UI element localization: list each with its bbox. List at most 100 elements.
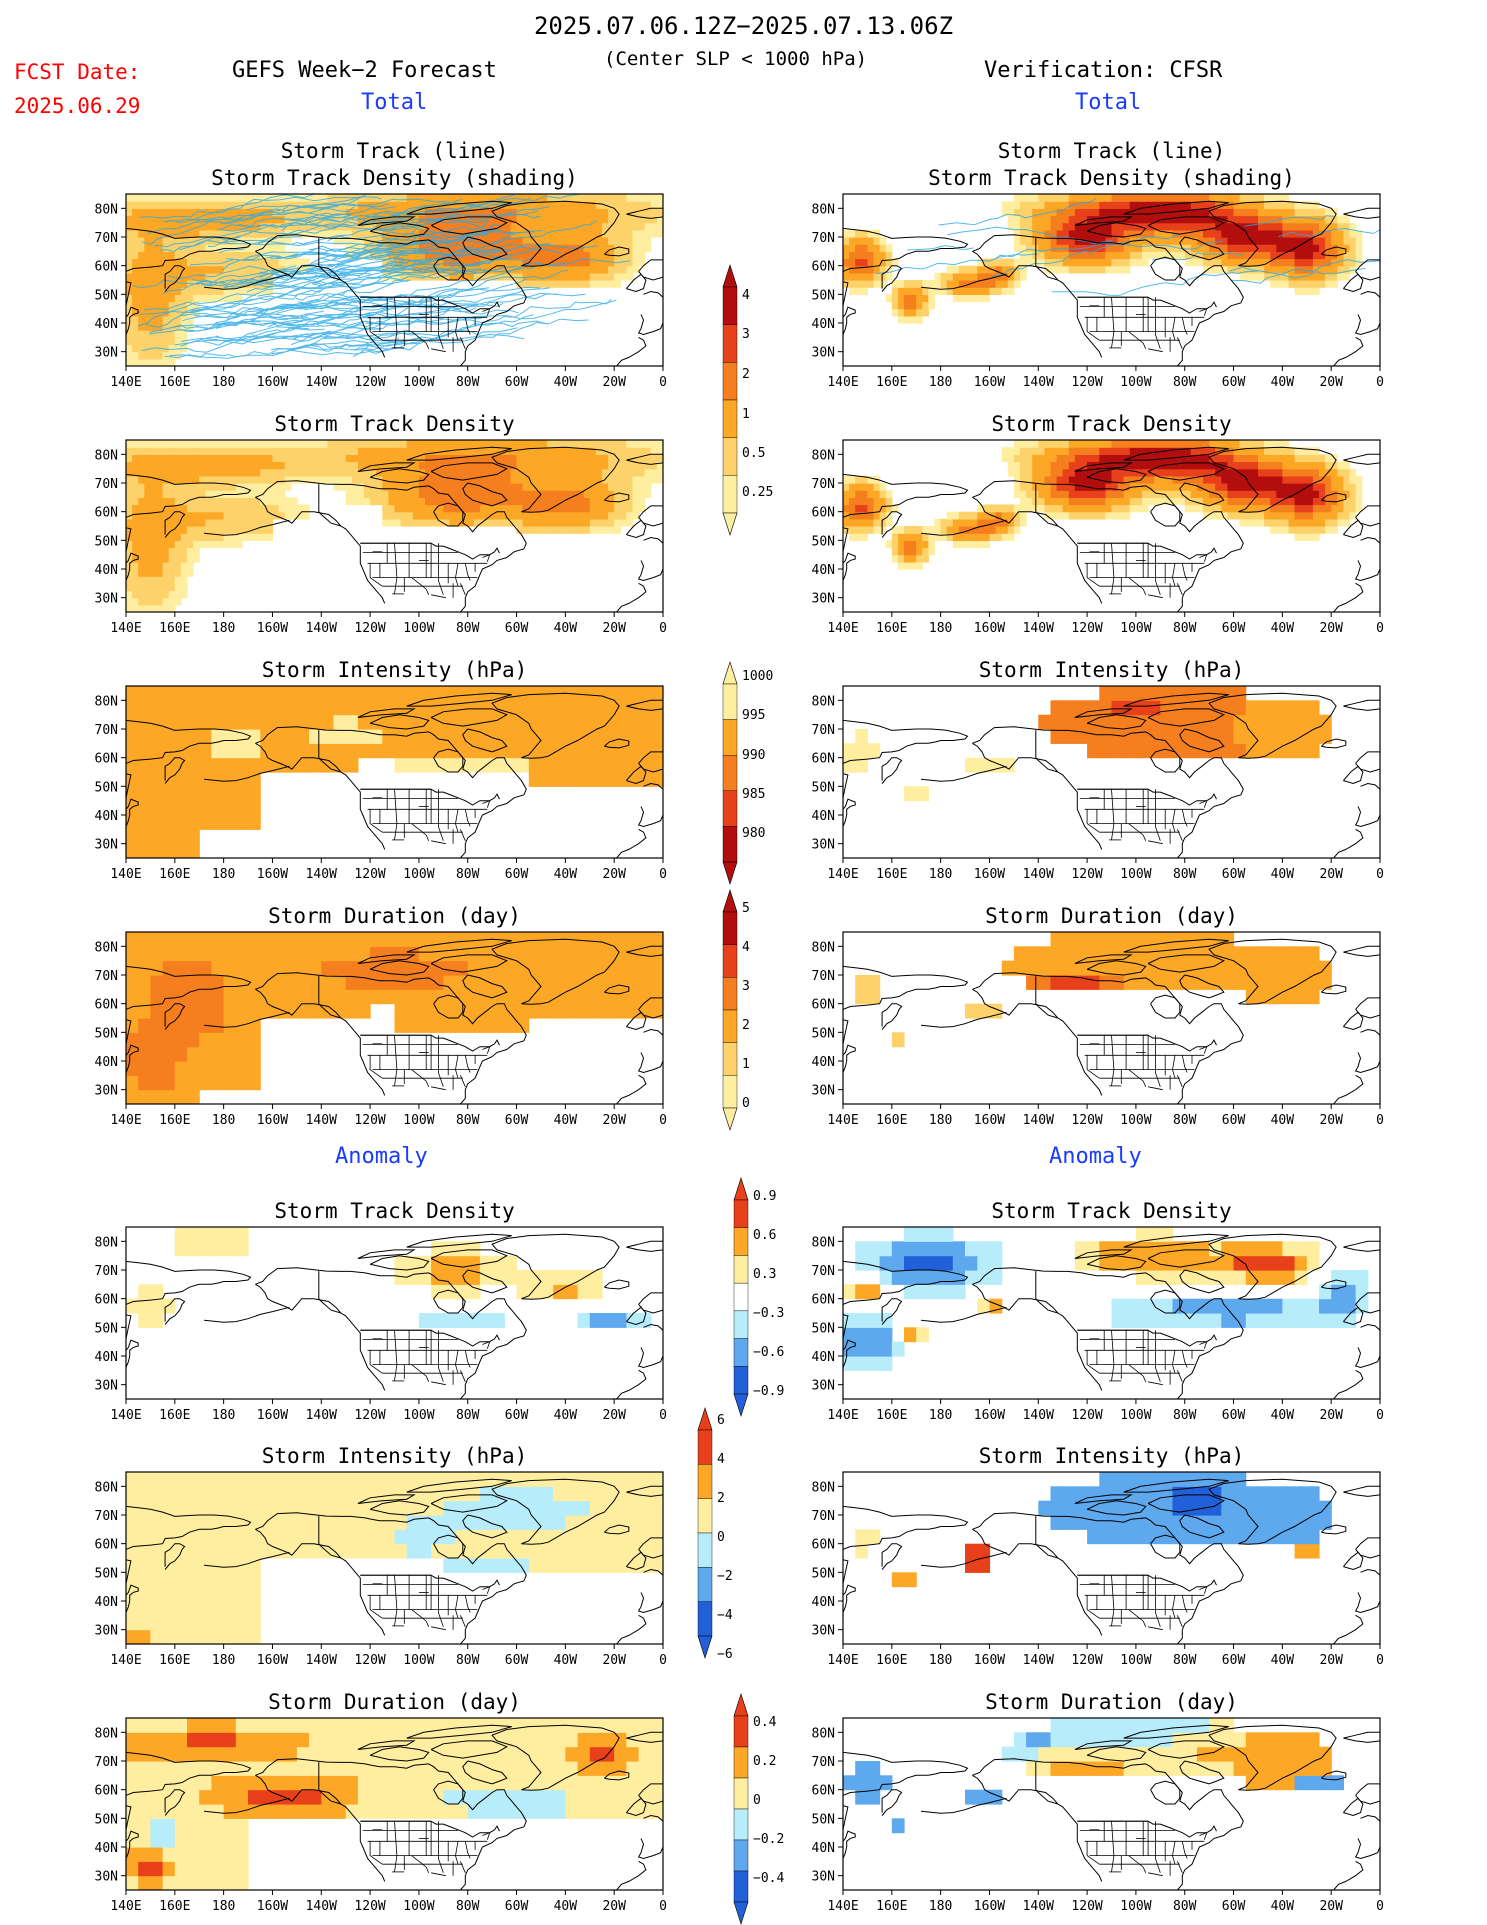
field-cell [843,490,850,498]
field-cell [1099,454,1106,463]
field-cell [583,258,591,267]
field-cell [180,294,188,303]
y-tick-label: 40N [812,563,835,578]
field-cell [486,454,493,463]
field-cell [156,490,164,498]
field-cell [455,757,469,773]
field-cell [1221,686,1235,701]
field-cell [1276,475,1283,484]
field-cell [1154,483,1161,491]
field-cell [632,229,640,238]
field-cell [1020,504,1027,513]
field-cell [547,244,554,252]
field-cell [952,265,960,274]
field-cell [644,201,652,209]
field-cell [977,511,984,520]
field-cell [254,497,261,506]
field-cell [922,294,929,303]
field-cell [223,294,231,303]
field-cell [1044,244,1052,252]
field-cell [126,447,133,455]
field-cell [272,447,280,455]
field-cell [1325,272,1332,281]
field-cell [1264,518,1271,527]
field-cell [977,280,984,288]
field-cell [132,251,139,260]
field-cell [266,504,274,513]
field-cell [1227,229,1235,238]
field-cell [971,272,978,281]
field-cell [983,518,991,527]
x-tick-label: 120W [354,867,385,882]
field-cell [565,468,573,477]
field-cell [632,475,640,484]
x-tick-label: 20W [602,375,626,390]
field-cell [1056,258,1064,267]
field-cell [187,757,200,773]
field-cell [394,468,402,477]
field-cell [1020,490,1027,498]
field-cell [589,504,597,513]
field-cell [187,815,200,830]
field-cell [626,201,634,209]
field-cell [1288,201,1296,209]
field-cell [904,533,911,541]
field-cell [547,222,554,231]
field-cell [1026,251,1033,260]
field-cell [528,454,536,463]
field-cell [260,272,267,281]
field-cell [1306,483,1314,491]
field-cell [443,511,450,520]
field-cell [1288,265,1296,274]
field-cell [849,265,856,274]
field-cell [412,468,420,477]
field-cell [1270,504,1277,513]
field-cell [138,237,145,245]
field-cell [1258,201,1265,209]
field-cell [1294,251,1302,260]
field-cell [971,294,978,303]
field-cell [138,786,151,802]
field-cell [547,511,554,520]
field-cell [553,490,560,498]
field-cell [891,547,899,556]
field-cell [577,483,585,491]
field-cell [1306,504,1314,513]
field-cell [1148,729,1161,744]
field-cell [1056,447,1064,455]
coastline [843,798,856,827]
field-cell [1142,237,1149,245]
field-cell [138,547,145,556]
field-cell [528,490,536,498]
field-cell [644,440,652,448]
field-cell [1282,483,1290,491]
field-cell [174,800,188,816]
field-cell [516,504,524,513]
field-cell [1258,490,1265,498]
field-cell [174,686,188,701]
coastline [637,806,663,828]
field-cell [1300,461,1308,470]
field-cell [638,497,646,506]
field-cell [1142,229,1149,238]
field-cell [492,272,499,281]
field-cell [559,475,566,484]
field-cell [187,511,194,520]
field-cell [1312,461,1320,470]
field-cell [1074,700,1088,716]
field-cell [534,518,542,527]
field-cell [1343,461,1351,470]
field-cell [522,497,530,506]
field-cell [278,201,286,209]
field-cell [855,229,862,238]
y-tick-label: 70N [812,477,835,492]
field-cell [260,686,274,701]
field-cell [1209,258,1216,267]
field-cell [983,511,991,520]
field-cell [608,208,615,217]
storm-track [163,210,351,223]
field-cell [492,201,499,209]
field-cell [1129,222,1137,231]
field-cell [1221,475,1228,484]
field-cell [885,258,893,267]
